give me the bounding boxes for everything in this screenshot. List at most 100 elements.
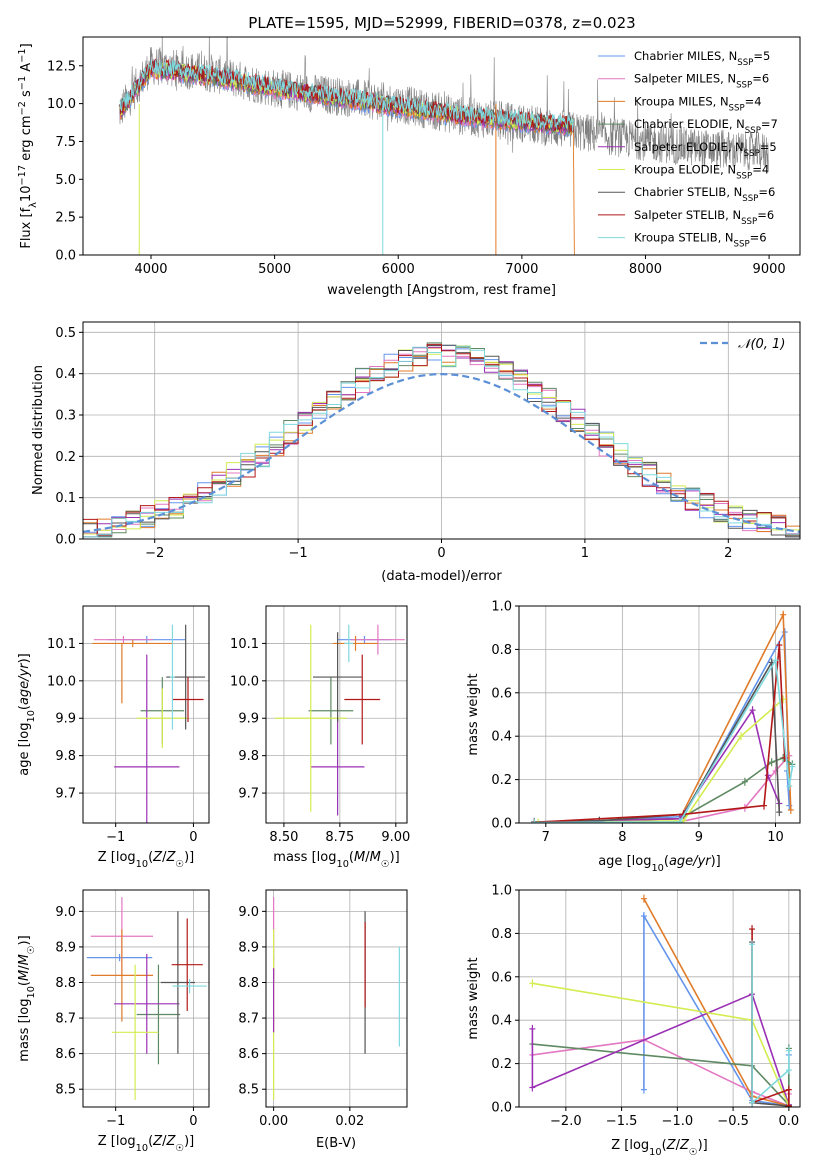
x-tick-label: 0 [189,1114,197,1129]
y-tick-label: 9.7 [55,787,76,802]
x-tick-label: −1 [106,1114,125,1129]
weight-line [751,929,790,1106]
residual-histogram [83,345,800,538]
legend-label: Salpeter ELODIE, NSSP=5 [634,140,777,159]
axes-residuals: −2 −1 0 1 2 0.0 0.1 0.2 0.3 0.4 0.5 𝒩(0, 1) (data-mo… [31,321,801,584]
weight-line [534,757,793,823]
x-tick-label: 0 [437,546,445,561]
weight-line [534,659,781,823]
plot-area-mass_vs_Z [86,897,207,1100]
y-tick-label: 2.5 [55,211,76,226]
y-tick-label: 12.5 [47,59,76,74]
y-tick-label: 0.3 [55,409,76,424]
x-axis-label: Z [log10(Z/Z☉)] [98,1134,195,1154]
x-tick-label: 10 [767,830,784,845]
y-tick-label: 0.5 [55,326,76,341]
x-tick-label: −2.0 [550,1114,582,1129]
y-tick-label: 5.0 [55,173,76,188]
y-tick-label: 0.6 [491,970,512,985]
y-tick-label: 0.8 [491,643,512,658]
y-tick-label: 7.5 [55,135,76,150]
x-tick-label: 8 [618,830,626,845]
y-tick-label: 8.6 [238,1047,259,1062]
y-axis-label: mass weight [466,673,481,755]
y-tick-label: 8.6 [55,1047,76,1062]
x-axis-label: E(B-V) [316,1136,356,1151]
weight-line [751,942,789,1107]
weight-line [643,913,790,1107]
weight-line [532,982,790,1107]
y-tick-label: 9.9 [238,712,259,727]
x-tick-label: −2 [145,546,164,561]
y-axis-label: Normed distribution [31,365,46,495]
x-tick-label: 0 [189,830,197,845]
y-tick-label: 9.0 [55,905,76,920]
y-tick-label: 8.9 [55,940,76,955]
x-tick-label: 8.50 [269,830,298,845]
axes-mass_vs_Z: −1 0 8.5 8.6 8.7 8.8 8.9 9.0 Z [log10(Z/Z☉)] mass… [17,889,210,1154]
y-tick-label: 8.5 [238,1083,259,1098]
weight-line [534,611,792,823]
x-tick-label: 4000 [134,262,167,277]
legend-label: Kroupa ELODIE, NSSP=4 [634,163,769,182]
plot-area-age_vs_mass [274,624,405,816]
axes-frame [518,889,801,1108]
y-tick-label: 0.0 [491,817,512,832]
y-tick-label: 1.0 [491,600,512,615]
x-axis-label: wavelength [Angstrom, rest frame] [327,283,556,298]
x-axis-label: (data-model)/error [381,569,502,584]
legend-label: Salpeter MILES, NSSP=6 [634,72,769,91]
y-tick-label: 8.8 [55,976,76,991]
x-tick-label: −1 [106,830,125,845]
model-spectrum-line [119,59,574,132]
x-tick-label: 2 [724,546,732,561]
axes-frame [82,36,801,256]
x-tick-label: 8.75 [325,830,354,845]
y-tick-label: 10.1 [47,637,76,652]
weight-line [534,645,786,823]
legend-label: Chabrier MILES, NSSP=5 [634,49,770,68]
x-axis-label: Z [log10(Z/Z☉)] [98,850,195,870]
axes-frame-weight_vs_Z: −2.0 −1.5 −1.0 −0.5 0.0 0.0 0.2 0.4 0.6 0.8 1.0 Z [… [466,884,801,1158]
y-tick-label: 1.0 [491,884,512,899]
x-tick-label: 0.0 [779,1114,800,1129]
legend-label: Chabrier ELODIE, NSSP=7 [634,117,778,136]
y-tick-label: 0.4 [491,1014,512,1029]
y-tick-label: 9.8 [55,749,76,764]
normal-reference-curve [83,372,800,533]
y-axis-label: mass [log10(M/M☉)] [17,935,37,1061]
plot-area-weight_vs_age [531,610,796,823]
x-tick-label: 0.02 [335,1114,364,1129]
axes-weight_vs_Z: −2.0 −1.5 −1.0 −0.5 0.0 0.0 0.2 0.4 0.6 0.8 1.0 Z [… [466,884,801,1158]
axes-frame [265,889,408,1108]
y-tick-label: 0.0 [55,533,76,548]
axes-frame-mass_vs_EBV: 0.00 0.02 8.5 8.6 8.7 8.8 8.9 9.0 [238,889,408,1129]
x-tick-label: −1.5 [606,1114,638,1129]
y-tick-label: 8.8 [238,976,259,991]
y-tick-label: 8.7 [238,1012,259,1027]
y-tick-label: 0.2 [491,1057,512,1072]
x-tick-label: 1 [581,546,589,561]
y-tick-label: 8.5 [55,1083,76,1098]
weight-line [532,1043,790,1107]
axes-frame [265,605,408,824]
axes-frame [518,605,801,824]
y-tick-label: 0.4 [55,367,76,382]
x-tick-label: 7000 [505,262,538,277]
plot-area-spectrum [118,37,770,255]
x-tick-label: 0.00 [259,1114,288,1129]
axes-frame-mass_vs_Z: −1 0 8.5 8.6 8.7 8.8 8.9 9.0 Z [log10(Z/Z☉)] mass… [17,889,210,1154]
y-axis-label: age [log10(age/yr)] [17,653,37,776]
x-tick-label: −1 [289,546,308,561]
y-tick-label: 0.2 [55,450,76,465]
plot-area-mass_vs_EBV [273,897,400,1100]
axes-frame-age_vs_mass: 8.50 8.75 9.00 9.7 9.8 9.9 10.0 10.1 mass [log10… [230,605,410,870]
axes-frame [82,605,210,824]
legend-label: 𝒩(0, 1) [738,337,785,352]
axes-frame-weight_vs_age: 7 8 9 10 0.0 0.2 0.4 0.6 0.8 1.0 age [log10(age/yr… [466,600,801,874]
weight-line [534,755,790,823]
axes-age_vs_Z: −1 0 9.7 9.8 9.9 10.0 10.1 Z [log10(Z/Z☉)] age [… [17,605,210,870]
x-tick-label: 7 [542,830,550,845]
axes-age_vs_mass: 8.50 8.75 9.00 9.7 9.8 9.9 10.0 10.1 mass [log10… [230,605,410,870]
